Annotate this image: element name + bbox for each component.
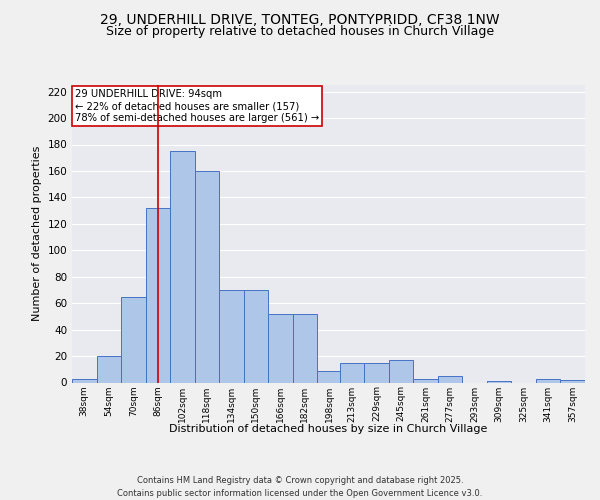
Bar xyxy=(219,290,244,382)
Bar xyxy=(97,356,121,382)
Text: Contains HM Land Registry data © Crown copyright and database right 2025.: Contains HM Land Registry data © Crown c… xyxy=(137,476,463,485)
Bar xyxy=(536,378,560,382)
Y-axis label: Number of detached properties: Number of detached properties xyxy=(32,146,42,322)
Text: Size of property relative to detached houses in Church Village: Size of property relative to detached ho… xyxy=(106,25,494,38)
Bar xyxy=(317,370,341,382)
X-axis label: Distribution of detached houses by size in Church Village: Distribution of detached houses by size … xyxy=(169,424,488,434)
Bar xyxy=(194,171,219,382)
Bar xyxy=(560,380,585,382)
Bar xyxy=(364,362,389,382)
Bar xyxy=(72,378,97,382)
Bar xyxy=(268,314,293,382)
Bar xyxy=(438,376,463,382)
Bar xyxy=(413,378,438,382)
Bar xyxy=(340,362,364,382)
Bar xyxy=(244,290,268,382)
Bar xyxy=(389,360,413,382)
Text: Contains public sector information licensed under the Open Government Licence v3: Contains public sector information licen… xyxy=(118,489,482,498)
Bar xyxy=(170,151,194,382)
Text: 29, UNDERHILL DRIVE, TONTEG, PONTYPRIDD, CF38 1NW: 29, UNDERHILL DRIVE, TONTEG, PONTYPRIDD,… xyxy=(100,12,500,26)
Bar xyxy=(146,208,170,382)
Text: 29 UNDERHILL DRIVE: 94sqm
← 22% of detached houses are smaller (157)
78% of semi: 29 UNDERHILL DRIVE: 94sqm ← 22% of detac… xyxy=(74,90,319,122)
Bar xyxy=(293,314,317,382)
Bar xyxy=(121,296,146,382)
Bar xyxy=(487,381,511,382)
